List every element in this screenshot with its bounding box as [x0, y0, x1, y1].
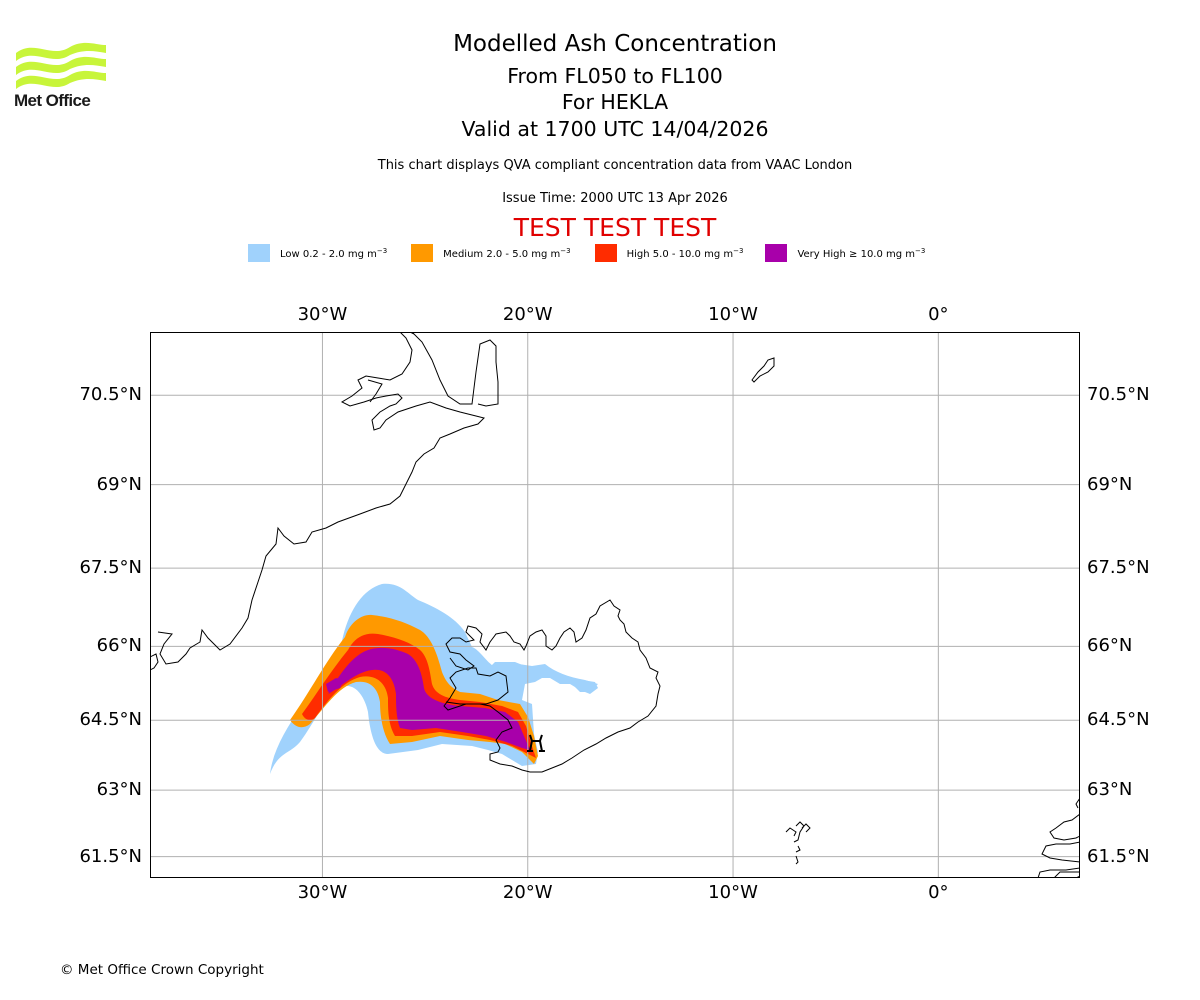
legend-swatch-low: [248, 244, 270, 262]
lat-tick-label-right: 67.5°N: [1087, 557, 1150, 579]
lat-tick-label-right: 70.5°N: [1087, 384, 1150, 406]
lat-tick-label-left: 66°N: [96, 635, 142, 657]
legend-label-low: Low 0.2 - 2.0 mg m−3: [280, 246, 388, 260]
lon-tick-label-top: 30°W: [297, 304, 348, 325]
legend-item-very-high: Very High ≥ 10.0 mg m−3: [765, 244, 925, 262]
coastline-norway: [1037, 798, 1079, 877]
lon-tick-label-bottom: 30°W: [297, 882, 348, 903]
ash-region-very-high-west: [326, 678, 344, 692]
map-panel: [150, 332, 1080, 878]
legend-swatch-medium: [411, 244, 434, 262]
issue-time: Issue Time: 2000 UTC 13 Apr 2026: [502, 191, 728, 206]
met-office-logo-icon: [16, 42, 106, 89]
lon-tick-label-top: 20°W: [502, 304, 553, 325]
lon-tick-label-top: 10°W: [708, 304, 758, 325]
legend-item-high: High 5.0 - 10.0 mg m−3: [594, 244, 744, 262]
lon-tick-label-bottom: 20°W: [502, 882, 553, 903]
lat-tick-label-left: 67.5°N: [79, 557, 142, 579]
volcano-marker-icon: [526, 734, 545, 752]
lat-tick-label-right: 61.5°N: [1087, 845, 1150, 867]
concentration-legend: Low 0.2 - 2.0 mg m−3 Medium 2.0 - 5.0 mg…: [248, 243, 925, 263]
lon-tick-label-top: 0°: [928, 304, 949, 325]
legend-label-very-high: Very High ≥ 10.0 mg m−3: [797, 246, 926, 260]
legend-swatch-very-high: [765, 244, 788, 262]
coastline-faroes: [785, 821, 811, 865]
volcano-name: For HEKLA: [561, 90, 669, 114]
ash-region-low-east: [485, 662, 598, 694]
chart-description: This chart displays QVA compliant concen…: [377, 158, 853, 173]
lon-tick-label-bottom: 10°W: [708, 882, 758, 903]
ash-region-very-high: [328, 647, 530, 750]
lat-tick-label-left: 70.5°N: [79, 384, 142, 406]
legend-swatch-high: [594, 244, 617, 262]
coastlines: [151, 333, 1079, 877]
map-canvas: [151, 333, 1079, 877]
ash-concentration-layer: [270, 583, 598, 774]
lat-tick-label-right: 64.5°N: [1087, 709, 1150, 731]
lat-tick-label-left: 69°N: [96, 473, 142, 495]
lat-tick-label-left: 61.5°N: [79, 845, 142, 867]
copyright-notice: © Met Office Crown Copyright: [60, 962, 264, 978]
coastline-greenland-island: [367, 379, 383, 403]
valid-time: Valid at 1700 UTC 14/04/2026: [461, 117, 769, 141]
coastline-greenland: [151, 333, 499, 671]
legend-item-low: Low 0.2 - 2.0 mg m−3: [248, 244, 387, 262]
coastline-jan-mayen: [751, 357, 775, 383]
flight-level-range: From FL050 to FL100: [507, 64, 723, 88]
lon-tick-label-bottom: 0°: [928, 882, 949, 903]
graticule: [151, 333, 1079, 877]
legend-label-medium: Medium 2.0 - 5.0 mg m−3: [443, 246, 571, 260]
legend-item-medium: Medium 2.0 - 5.0 mg m−3: [411, 244, 571, 262]
lat-tick-label-right: 63°N: [1087, 779, 1133, 801]
met-office-wordmark: Met Office: [14, 91, 91, 110]
lat-tick-label-left: 63°N: [96, 779, 142, 801]
test-banner: TEST TEST TEST: [513, 213, 717, 242]
coastline-iceland: [443, 599, 661, 773]
lat-tick-label-right: 66°N: [1087, 635, 1133, 657]
chart-title: Modelled Ash Concentration: [453, 31, 777, 57]
lat-tick-label-left: 64.5°N: [79, 709, 142, 731]
lat-tick-label-right: 69°N: [1087, 473, 1133, 495]
legend-label-high: High 5.0 - 10.0 mg m−3: [626, 246, 744, 260]
